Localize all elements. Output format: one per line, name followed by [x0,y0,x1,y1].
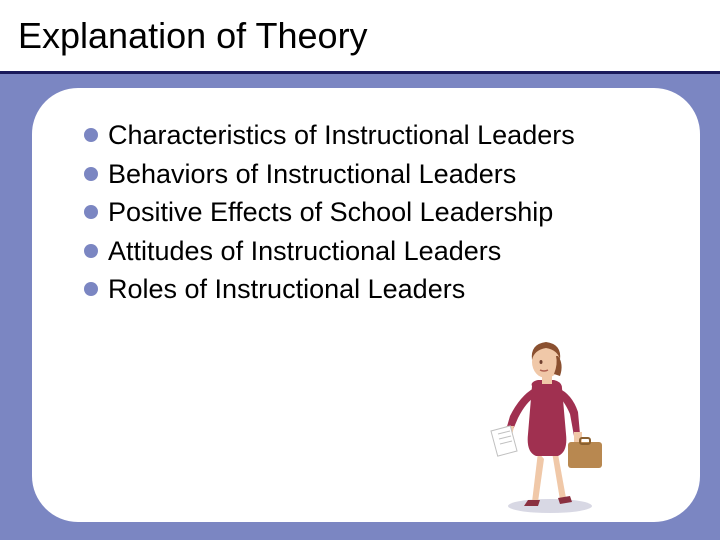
slide-title: Explanation of Theory [18,15,368,57]
bullet-text: Positive Effects of School Leadership [108,195,553,230]
list-item: Positive Effects of School Leadership [84,195,670,230]
bullet-icon [84,167,98,181]
bullet-icon [84,205,98,219]
list-item: Behaviors of Instructional Leaders [84,157,670,192]
title-band: Explanation of Theory [0,0,720,74]
list-item: Attitudes of Instructional Leaders [84,234,670,269]
bullet-icon [84,282,98,296]
content-card: Characteristics of Instructional Leaders… [32,88,700,522]
bullet-text: Attitudes of Instructional Leaders [108,234,501,269]
bullet-list: Characteristics of Instructional Leaders… [32,88,700,331]
bullet-text: Characteristics of Instructional Leaders [108,118,575,153]
bullet-icon [84,244,98,258]
list-item: Roles of Instructional Leaders [84,272,670,307]
person-illustration [480,334,610,514]
bullet-text: Roles of Instructional Leaders [108,272,465,307]
list-item: Characteristics of Instructional Leaders [84,118,670,153]
bullet-text: Behaviors of Instructional Leaders [108,157,516,192]
bullet-icon [84,128,98,142]
